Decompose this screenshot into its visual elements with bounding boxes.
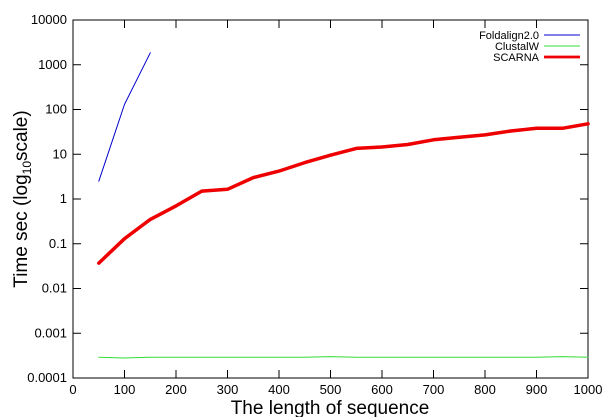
y-axis-title-end: scale) [11, 110, 32, 161]
y-tick-label: 10000 [31, 12, 67, 27]
series-line-clustalw [98, 356, 589, 359]
x-tick-label: 100 [114, 382, 136, 397]
x-tick-label: 900 [526, 382, 548, 397]
y-axis-title: Time sec (log10scale) [11, 110, 34, 287]
x-tick-label: 200 [165, 382, 187, 397]
series-line-foldalign2-0 [98, 52, 151, 182]
y-tick-label: 0.01 [42, 281, 67, 296]
series-line-scarna [97, 122, 590, 265]
x-tick-label: 300 [217, 382, 239, 397]
x-tick-label: 800 [474, 382, 496, 397]
x-axis-title: The length of sequence [231, 398, 430, 417]
y-tick-label: 10 [53, 146, 67, 161]
y-tick-label: 0.0001 [27, 370, 67, 385]
y-tick-label: 1000 [38, 57, 67, 72]
y-tick-label: 1 [60, 191, 67, 206]
x-tick-label: 600 [371, 382, 393, 397]
x-tick-label: 700 [423, 382, 445, 397]
x-tick-label: 0 [69, 382, 76, 397]
y-tick-label: 0.1 [49, 236, 67, 251]
legend-label-foldalign2-0: Foldalign2.0 [479, 30, 539, 42]
y-tick-label: 100 [45, 102, 67, 117]
series-layer [97, 52, 590, 359]
y-axis-title-main: Time sec (log [11, 174, 32, 287]
y-tick-label: 0.001 [34, 325, 67, 340]
y-axis: 0.0001 0.001 0.01 0.1 1 10 100 1000 10000 [27, 12, 588, 385]
y-axis-title-subscript: 10 [20, 161, 34, 175]
x-tick-label: 500 [320, 382, 342, 397]
x-tick-label: 400 [268, 382, 290, 397]
legend-label-clustalw: ClustalW [495, 41, 540, 53]
x-axis: 0 100 200 300 400 500 600 700 800 900 1000 [69, 20, 602, 397]
legend-label-scarna: SCARNA [493, 52, 540, 64]
plot-frame [72, 19, 589, 379]
x-tick-label: 1000 [574, 382, 603, 397]
